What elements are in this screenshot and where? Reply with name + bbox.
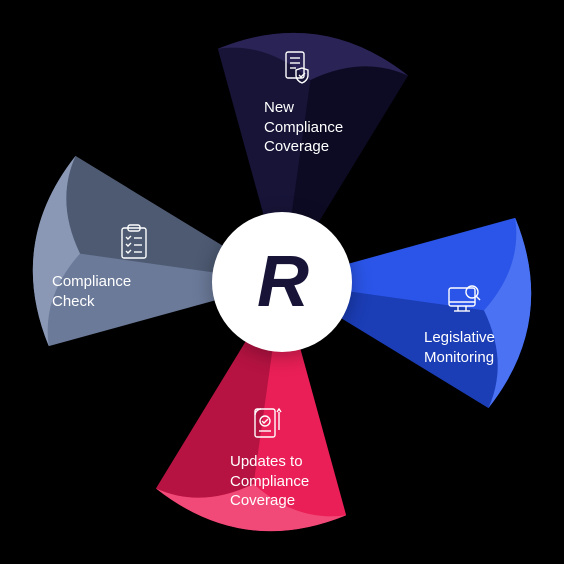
label-left: ComplianceCheck [52, 272, 131, 311]
label-bottom: Updates toComplianceCoverage [230, 452, 309, 511]
label-top: NewComplianceCoverage [264, 98, 343, 157]
radial-infographic: R [0, 0, 564, 564]
document-check-icon [248, 404, 288, 444]
clipboard-check-icon [114, 222, 154, 262]
document-shield-icon [278, 48, 318, 88]
center-hub: R [212, 212, 352, 352]
label-right: LegislativeMonitoring [424, 328, 495, 367]
center-letter: R [257, 241, 307, 323]
monitor-search-icon [444, 280, 484, 320]
